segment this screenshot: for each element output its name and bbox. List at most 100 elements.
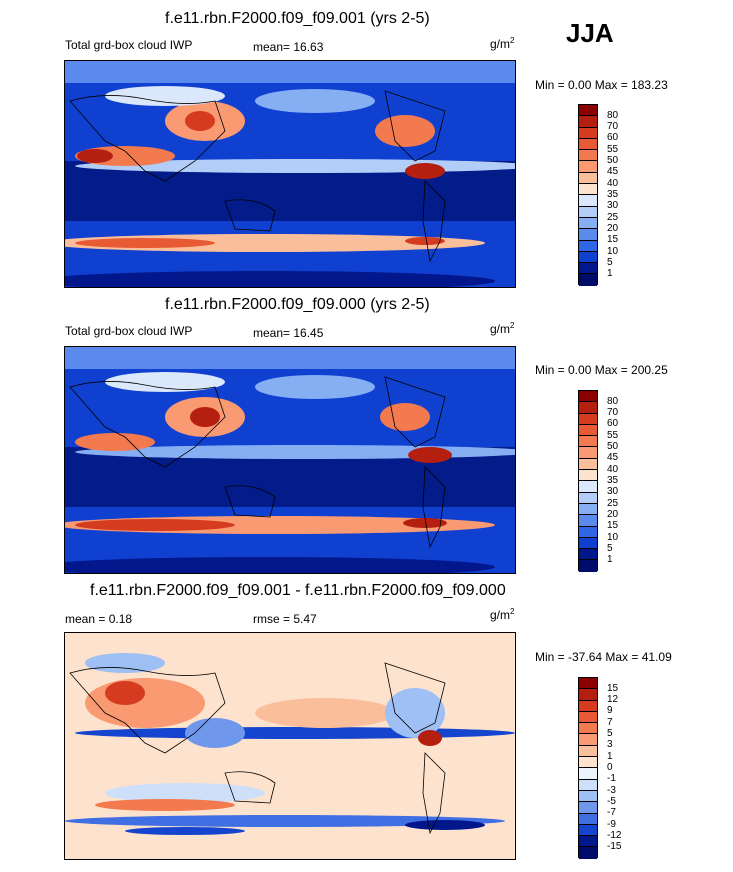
panel1-mean: mean= 16.63 — [253, 40, 324, 54]
panel1-colorbar-box — [579, 229, 597, 241]
panel3-colorbar-box — [579, 711, 597, 724]
panel1-colorbar-tick: 40 — [607, 178, 619, 189]
panel2-colorbar-box — [579, 470, 597, 482]
panel3-colorbar-tick: 0 — [607, 762, 613, 773]
panel2-colorbar-box — [579, 447, 597, 459]
panel3-colorbar-tick: 1 — [607, 751, 613, 762]
panel1-colorbar-tick: 1 — [607, 268, 613, 279]
panel3-colorbar-box — [579, 700, 597, 712]
panel1-colorbar-tick: 30 — [607, 200, 619, 211]
panel2-colorbar-box — [579, 492, 597, 504]
panel1-colorbar-box — [579, 150, 597, 162]
panel3-title: f.e11.rbn.F2000.f09_f09.001 - f.e11.rbn.… — [90, 582, 506, 599]
panel1-minmax: Min = 0.00 Max = 183.23 — [535, 78, 668, 92]
panel3-colorbar-box — [579, 813, 597, 825]
panel2-colorbar-tick: 15 — [607, 520, 619, 531]
panel3-colorbar-tick: -5 — [607, 796, 616, 807]
panel2-field — [65, 347, 515, 573]
panel2-colorbar-tick: 20 — [607, 509, 619, 520]
panel2-colorbar-tick: 10 — [607, 532, 619, 543]
panel2-colorbar-box — [579, 560, 597, 572]
panel2-colorbar-tick: 25 — [607, 498, 619, 509]
panel1-field — [65, 61, 515, 287]
panel1-colorbar-box — [579, 240, 597, 252]
panel1-colorbar-box — [579, 161, 597, 173]
panel2-colorbar-box — [579, 526, 597, 538]
panel1-colorbar-tick: 5 — [607, 257, 613, 268]
panel3-colorbar-box — [579, 802, 597, 814]
panel2-colorbar-tick: 80 — [607, 396, 619, 407]
panel1-colorbar-box — [579, 184, 597, 196]
panel2-colorbar-box — [579, 402, 597, 414]
panel2-colorbar-box — [579, 481, 597, 493]
panel1-colorbar-box — [579, 263, 597, 275]
panel1-colorbar-box — [579, 206, 597, 218]
panel1-colorbar-tick: 25 — [607, 212, 619, 223]
panel2-colorbar-tick: 30 — [607, 486, 619, 497]
panel2-colorbar-box — [579, 424, 597, 437]
panel2-units: g/m2 — [490, 321, 515, 336]
panel3-colorbar-tick: -9 — [607, 819, 616, 830]
panel1-colorbar-tick: 60 — [607, 132, 619, 143]
panel3-colorbar — [578, 677, 598, 859]
panel1-colorbar-box — [579, 116, 597, 128]
panel1-colorbar-tick: 10 — [607, 246, 619, 257]
panel1-colorbar-box — [579, 105, 597, 117]
panel3-map — [64, 632, 516, 860]
panel1-colorbar-box — [579, 127, 597, 139]
panel1-colorbar-box — [579, 195, 597, 207]
panel2-minmax: Min = 0.00 Max = 200.25 — [535, 363, 668, 377]
panel3-colorbar-box — [579, 847, 597, 859]
panel3-colorbar-tick: 15 — [607, 683, 619, 694]
panel2-colorbar-box — [579, 503, 597, 516]
panel3-colorbar-tick: 9 — [607, 705, 613, 716]
panel2-variable-label: Total grd-box cloud IWP — [65, 324, 193, 338]
panel1-colorbar — [578, 104, 598, 286]
panel3-colorbar-box — [579, 745, 597, 758]
panel1-colorbar-tick: 45 — [607, 166, 619, 177]
panel3-colorbar-box — [579, 779, 597, 791]
panel1-map — [64, 60, 516, 288]
panel3-colorbar-box — [579, 678, 597, 690]
panel3-units: g/m2 — [490, 607, 515, 622]
panel1-colorbar-tick: 50 — [607, 155, 619, 166]
panel3-colorbar-tick: 7 — [607, 717, 613, 728]
panel1-colorbar-box — [579, 172, 597, 185]
panel2-colorbar-box — [579, 549, 597, 561]
panel1-colorbar-box — [579, 251, 597, 264]
panel2-colorbar-tick: 1 — [607, 554, 613, 565]
panel3-colorbar-box — [579, 723, 597, 735]
panel3-rmse: rmse = 5.47 — [253, 612, 317, 626]
panel1-colorbar-tick: 35 — [607, 189, 619, 200]
panel3-colorbar-tick: -1 — [607, 773, 616, 784]
panel2-map — [64, 346, 516, 574]
panel3-colorbar-tick: -7 — [607, 807, 616, 818]
panel2-mean: mean= 16.45 — [253, 326, 324, 340]
panel1-variable-label: Total grd-box cloud IWP — [65, 38, 193, 52]
panel3-colorbar-tick: -15 — [607, 841, 622, 852]
panel3-colorbar-box — [579, 768, 597, 780]
panel1-colorbar-box — [579, 138, 597, 151]
season-label: JJA — [566, 18, 614, 48]
panel2-colorbar — [578, 390, 598, 572]
panel2-colorbar-box — [579, 436, 597, 448]
panel2-colorbar-tick: 40 — [607, 464, 619, 475]
panel2-colorbar-box — [579, 413, 597, 425]
panel3-minmax: Min = -37.64 Max = 41.09 — [535, 650, 672, 664]
panel2-colorbar-box — [579, 458, 597, 471]
panel1-colorbar-tick: 15 — [607, 234, 619, 245]
panel3-colorbar-box — [579, 689, 597, 701]
panel3-colorbar-tick: 12 — [607, 694, 619, 705]
panel3-colorbar-box — [579, 757, 597, 769]
panel3-colorbar-box — [579, 824, 597, 837]
panel3-colorbar-box — [579, 836, 597, 848]
panel1-colorbar-tick: 55 — [607, 144, 619, 155]
panel1-colorbar-tick: 20 — [607, 223, 619, 234]
panel3-colorbar-box — [579, 734, 597, 746]
panel3-colorbar-tick: -3 — [607, 785, 616, 796]
panel2-colorbar-tick: 60 — [607, 418, 619, 429]
panel1-title: f.e11.rbn.F2000.f09_f09.001 (yrs 2-5) — [165, 10, 430, 27]
panel1-colorbar-box — [579, 217, 597, 230]
panel2-colorbar-tick: 35 — [607, 475, 619, 486]
panel2-colorbar-tick: 70 — [607, 407, 619, 418]
